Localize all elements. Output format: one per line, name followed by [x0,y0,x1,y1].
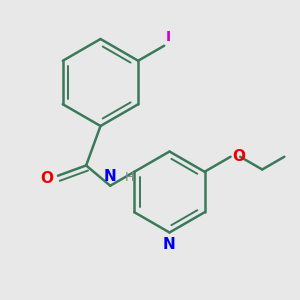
Text: N: N [163,237,176,252]
Text: O: O [40,171,53,186]
Text: O: O [232,149,245,164]
Text: N: N [104,169,117,184]
Text: H: H [125,171,134,184]
Text: I: I [166,30,171,44]
